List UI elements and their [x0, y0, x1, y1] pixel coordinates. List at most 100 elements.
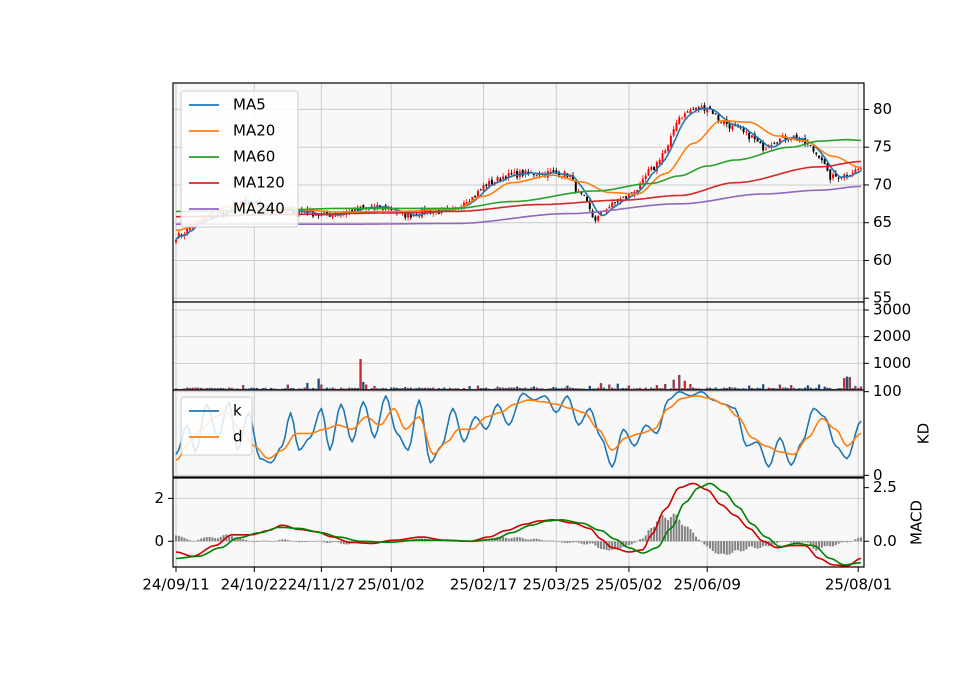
x-tick-label: 24/11/27 — [288, 576, 355, 594]
macd-osc-bar — [504, 537, 507, 542]
candle-body — [490, 179, 493, 185]
macd-osc-bar — [345, 541, 348, 545]
macd-osc-bar — [776, 541, 779, 544]
candle-body — [476, 190, 479, 199]
macd-osc-bar — [848, 541, 851, 543]
macd-osc-bar — [843, 541, 846, 543]
macd-osc-bar — [244, 539, 247, 542]
candle-body — [535, 175, 538, 177]
price-legend-box — [180, 90, 299, 228]
macd-osc-bar — [177, 535, 180, 542]
volume-bar — [655, 385, 659, 391]
candle-body — [728, 122, 731, 129]
volume-bar — [317, 378, 320, 391]
macd-frame — [172, 477, 865, 568]
candle-body — [314, 215, 317, 216]
macd-osc-bar — [306, 541, 309, 542]
candle-body — [723, 120, 725, 124]
macd-osc-bar — [809, 541, 812, 546]
macd-osc-bar — [549, 540, 552, 542]
macd-osc-bar — [672, 513, 675, 542]
macd-osc-bar — [337, 541, 340, 543]
macd-osc-bar — [560, 541, 563, 543]
volume-bar — [843, 378, 846, 391]
macd-osc-bar — [331, 541, 334, 543]
macd-osc-bar — [521, 537, 524, 542]
candle-body — [599, 211, 602, 215]
candle-body — [750, 135, 753, 138]
candle-body — [776, 142, 779, 144]
macd-osc-bar — [236, 538, 239, 542]
macd-osc-bar — [292, 541, 295, 542]
macd-osc-bar — [736, 541, 739, 551]
macd-osc-bar — [734, 541, 737, 551]
candle-body — [616, 201, 619, 203]
volume-bar — [599, 383, 603, 391]
macd-osc-bar — [242, 539, 245, 542]
candle-body — [683, 113, 686, 118]
candle-body — [188, 226, 191, 230]
macd-osc-bar — [205, 537, 208, 542]
macd-osc-bar — [188, 540, 191, 542]
macd-osc-bar — [644, 535, 647, 542]
candle-body — [686, 111, 689, 113]
macd-osc-bar — [532, 538, 535, 542]
candle-body — [700, 106, 703, 109]
macd-osc-bar — [784, 541, 787, 542]
candle-body — [860, 168, 862, 170]
macd-osc-bar — [753, 541, 756, 548]
candle-body — [471, 196, 474, 202]
kd-y-tick-label: 0 — [873, 466, 883, 484]
macd-osc-bar — [186, 539, 189, 542]
macd-osc-bar — [714, 541, 717, 554]
macd-osc-bar — [630, 541, 633, 545]
macd-osc-bar — [790, 541, 793, 543]
macd-osc-bar — [709, 541, 712, 549]
macd-osc-bar — [440, 541, 443, 542]
candle-body — [527, 171, 530, 174]
candle-body — [465, 202, 468, 204]
macd-osc-bar — [588, 541, 591, 544]
candle-body — [720, 122, 723, 124]
macd-left-tick-label: 2 — [154, 489, 164, 507]
x-tick-label: 25/06/09 — [674, 576, 741, 594]
macd-osc-bar — [658, 516, 661, 542]
macd-osc-bar — [748, 541, 751, 547]
macd-osc-bar — [834, 541, 837, 546]
candle-body — [594, 216, 597, 221]
macd-osc-bar — [558, 541, 561, 542]
volume-y-tick-label: 2000 — [873, 327, 911, 345]
macd-osc-bar — [583, 541, 586, 545]
macd-osc-bar — [611, 541, 614, 550]
candle-body — [583, 194, 586, 196]
macd-osc-bar — [546, 540, 549, 542]
macd-osc-bar — [692, 532, 695, 542]
candle-body — [815, 152, 818, 155]
candle-body — [731, 125, 734, 130]
macd-osc-bar — [778, 541, 781, 543]
volume-bar — [678, 374, 681, 391]
macd-osc-bar — [703, 541, 706, 545]
candle-body — [641, 178, 644, 183]
candle-body — [488, 180, 491, 187]
macd-osc-bar — [846, 541, 849, 543]
macd-osc-bar — [742, 541, 745, 552]
macd-osc-bar — [695, 536, 698, 542]
volume-bar — [359, 359, 362, 391]
macd-osc-bar — [764, 541, 767, 546]
macd-osc-bar — [317, 540, 320, 542]
macd-left-tick-label: 0 — [154, 532, 164, 550]
candle-body — [524, 170, 527, 175]
candle-body — [745, 131, 748, 133]
macd-osc-bar — [837, 541, 840, 544]
candle-body — [644, 175, 647, 179]
macd-osc-bar — [286, 539, 289, 542]
candle-body — [773, 143, 776, 144]
candle-body — [753, 133, 756, 140]
macd-osc-bar — [552, 540, 555, 542]
macd-osc-bar — [683, 526, 686, 542]
candle-body — [474, 195, 477, 198]
macd-osc-bar — [675, 514, 678, 542]
candle-body — [572, 175, 575, 180]
candle-body — [650, 167, 653, 170]
